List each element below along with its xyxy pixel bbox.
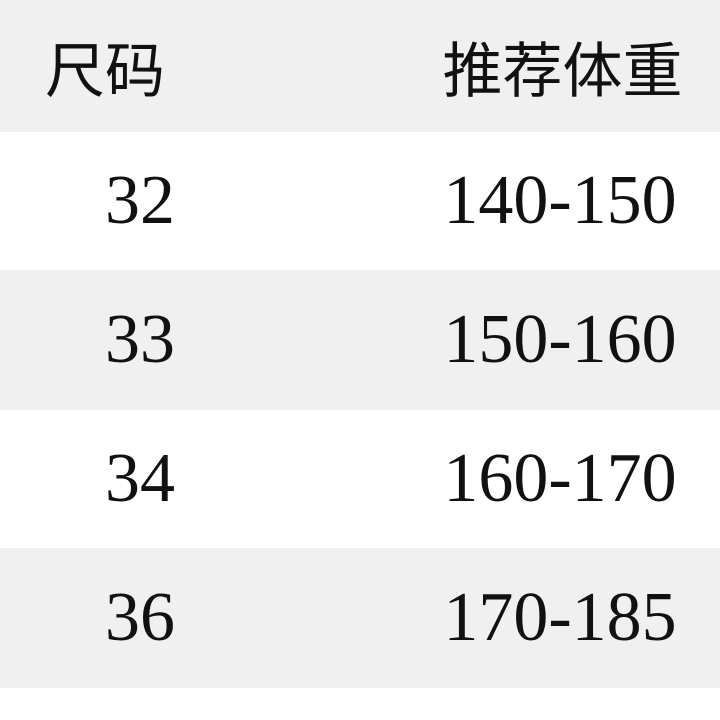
- table-row: 34 160-170: [0, 410, 720, 548]
- table-row: 32 140-150: [0, 132, 720, 270]
- weight-cell: 170-185: [443, 579, 677, 656]
- size-cell: 34: [105, 440, 175, 517]
- header-weight: 推荐体重: [442, 36, 683, 107]
- size-cell: 32: [105, 162, 175, 239]
- table-row: 33 150-160: [0, 270, 720, 410]
- size-cell: 36: [105, 579, 175, 656]
- size-cell: 33: [105, 301, 175, 378]
- weight-cell: 150-160: [443, 301, 677, 378]
- table-header: 尺码 推荐体重: [0, 0, 720, 132]
- header-size: 尺码: [45, 36, 165, 107]
- weight-cell: 160-170: [443, 440, 677, 517]
- weight-cell: 140-150: [443, 162, 677, 239]
- table-row: 36 170-185: [0, 548, 720, 688]
